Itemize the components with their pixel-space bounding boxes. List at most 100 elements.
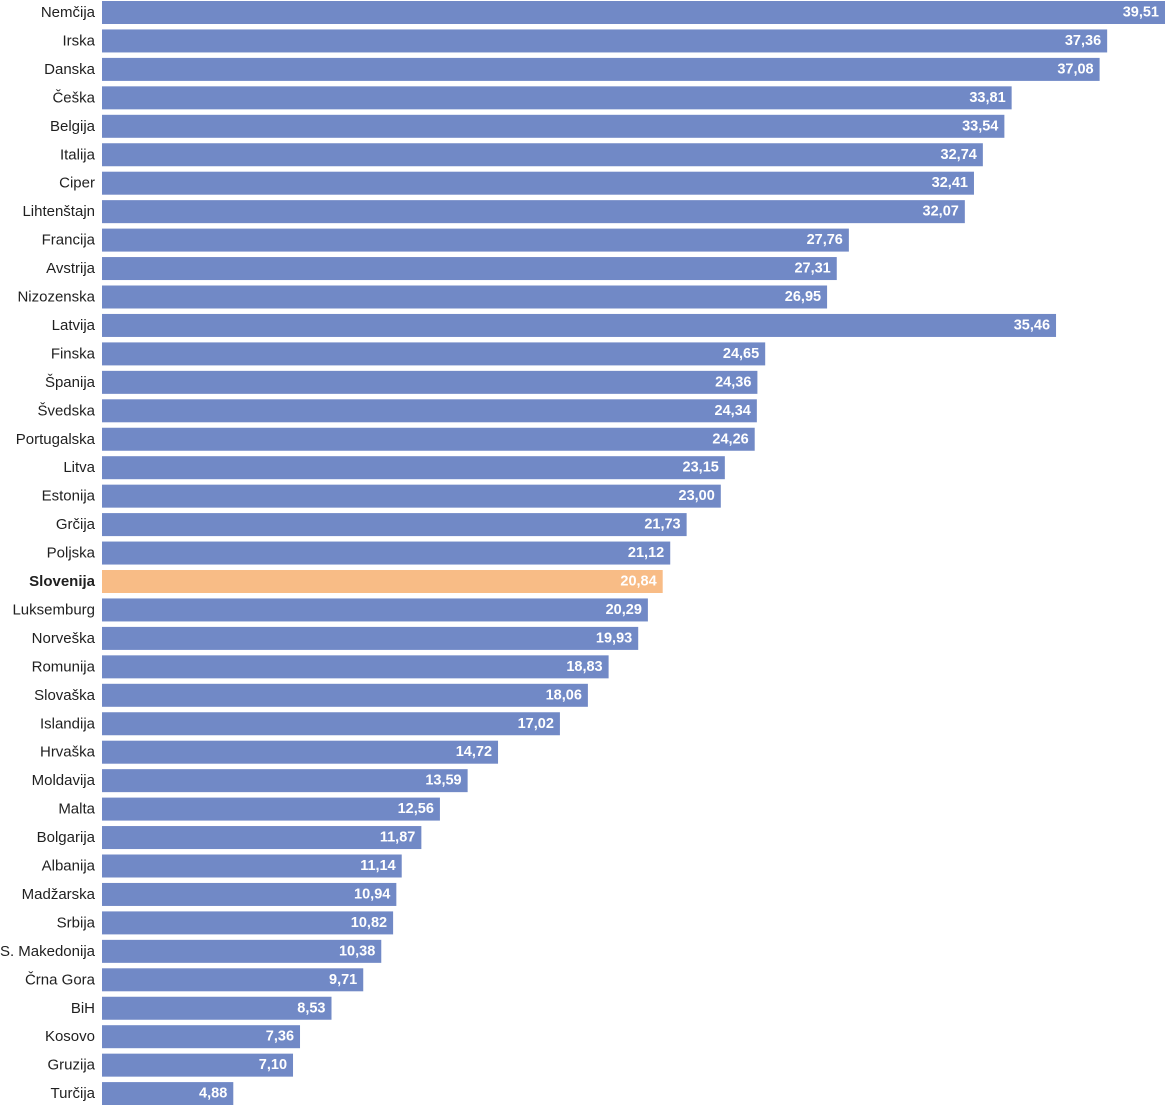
category-label-estonija: Estonija (42, 488, 96, 505)
category-label-bih: BiH (71, 1000, 95, 1017)
value-label-latvija: 35,46 (1014, 317, 1050, 333)
category-label-lihtenstajn: Lihtenštajn (22, 203, 95, 220)
category-label-islandija: Islandija (40, 715, 96, 732)
category-label-italija: Italija (60, 146, 96, 163)
value-label-litva: 23,15 (683, 460, 719, 476)
value-label-lihtenstajn: 32,07 (923, 204, 959, 220)
value-label-irska: 37,36 (1065, 33, 1101, 49)
category-label-hrvaska: Hrvaška (40, 744, 96, 761)
value-label-malta: 12,56 (398, 801, 434, 817)
category-label-latvija: Latvija (52, 317, 96, 334)
value-label-francija: 27,76 (807, 232, 843, 248)
value-label-luksemburg: 20,29 (606, 602, 642, 618)
bar-gruzija (102, 1053, 294, 1077)
category-label-norveska: Norveška (32, 630, 96, 647)
value-label-grcija: 21,73 (644, 517, 680, 533)
category-labels-group: Nemčija Irska Danska Češka Belgija Italija Cip… (0, 4, 96, 1102)
value-label-belgija: 33,54 (962, 118, 998, 134)
value-label-albanija: 11,14 (360, 858, 396, 874)
value-label-hrvaska: 14,72 (456, 744, 492, 760)
bar-s-makedonija (102, 939, 382, 963)
bar-irska (102, 29, 1108, 53)
value-label-romunija: 18,83 (566, 659, 602, 675)
bar-albanija (102, 854, 402, 878)
value-label-portugalska: 24,26 (712, 431, 748, 447)
category-label-ceska: Češka (52, 89, 95, 106)
value-label-danska: 37,08 (1057, 61, 1093, 77)
category-label-gruzija: Gruzija (47, 1057, 95, 1074)
bar-srbija (102, 911, 394, 935)
value-label-islandija: 17,02 (518, 716, 554, 732)
value-label-kosovo: 7,36 (266, 1029, 294, 1045)
bar-malta (102, 797, 440, 821)
category-label-nizozenska: Nizozenska (17, 289, 95, 306)
bar-slovenija (102, 570, 663, 593)
value-label-madzarska: 10,94 (354, 886, 390, 902)
bar-belgija (102, 114, 1005, 138)
category-label-ciper: Ciper (59, 175, 95, 192)
bar-bih (102, 996, 332, 1020)
category-label-irska: Irska (62, 32, 95, 49)
category-label-s-makedonija: S. Makedonija (0, 943, 96, 960)
category-label-avstrija: Avstrija (46, 260, 96, 277)
category-label-finska: Finska (51, 345, 96, 362)
value-label-svedska: 24,34 (715, 403, 751, 419)
category-label-slovaska: Slovaška (34, 687, 96, 704)
bar-portugalska (102, 427, 755, 451)
bar-italija (102, 143, 983, 167)
category-label-portugalska: Portugalska (16, 431, 96, 448)
category-label-spanija: Španija (45, 374, 96, 391)
bar-madzarska (102, 882, 397, 906)
bar-romunija (102, 655, 609, 679)
value-label-bih: 8,53 (297, 1000, 325, 1016)
value-label-crna-gora: 9,71 (329, 972, 357, 988)
value-label-slovaska: 18,06 (546, 687, 582, 703)
category-label-crna-gora: Črna Gora (25, 971, 96, 988)
bar-moldavija (102, 769, 468, 793)
bars-group (102, 1, 1165, 1105)
category-label-francija: Francija (42, 232, 96, 249)
value-labels-group: 39,51 37,36 37,08 33,81 33,54 32,74 32,41 32,07… (199, 5, 1159, 1102)
category-label-litva: Litva (63, 459, 95, 476)
bar-francija (102, 228, 849, 252)
bar-poljska (102, 541, 671, 565)
value-label-ciper: 32,41 (932, 175, 968, 191)
value-label-italija: 32,74 (941, 147, 977, 163)
bar-bolgarija (102, 826, 422, 850)
category-label-romunija: Romunija (32, 658, 96, 675)
value-label-norveska: 19,93 (596, 630, 632, 646)
value-label-turcija: 4,88 (199, 1086, 227, 1102)
bar-spanija (102, 370, 758, 394)
bar-estonija (102, 484, 721, 508)
value-label-nizozenska: 26,95 (785, 289, 821, 305)
value-label-poljska: 21,12 (628, 545, 664, 561)
value-label-nemcija: 39,51 (1123, 5, 1159, 21)
bar-litva (102, 456, 725, 480)
bar-nizozenska (102, 285, 828, 309)
category-label-belgija: Belgija (50, 118, 96, 135)
value-label-moldavija: 13,59 (425, 773, 461, 789)
bar-nemcija (102, 1, 1165, 24)
bar-turcija (102, 1082, 234, 1105)
bar-luksemburg (102, 598, 648, 622)
category-label-danska: Danska (44, 61, 96, 78)
bar-avstrija (102, 257, 837, 281)
category-label-luksemburg: Luksemburg (12, 601, 95, 618)
value-label-bolgarija: 11,87 (380, 830, 416, 846)
value-label-slovenija: 20,84 (620, 574, 656, 590)
value-label-s-makedonija: 10,38 (339, 943, 375, 959)
bar-ceska (102, 86, 1012, 110)
category-label-poljska: Poljska (47, 545, 96, 562)
category-label-turcija: Turčija (51, 1085, 96, 1102)
category-label-malta: Malta (58, 801, 95, 818)
bar-grcija (102, 513, 687, 537)
value-label-finska: 24,65 (723, 346, 759, 362)
value-label-avstrija: 27,31 (794, 261, 830, 277)
bar-danska (102, 57, 1100, 81)
category-label-kosovo: Kosovo (45, 1028, 95, 1045)
bar-svedska (102, 399, 757, 423)
value-label-ceska: 33,81 (969, 90, 1005, 106)
category-label-slovenija: Slovenija (29, 573, 96, 590)
category-label-bolgarija: Bolgarija (37, 829, 96, 846)
